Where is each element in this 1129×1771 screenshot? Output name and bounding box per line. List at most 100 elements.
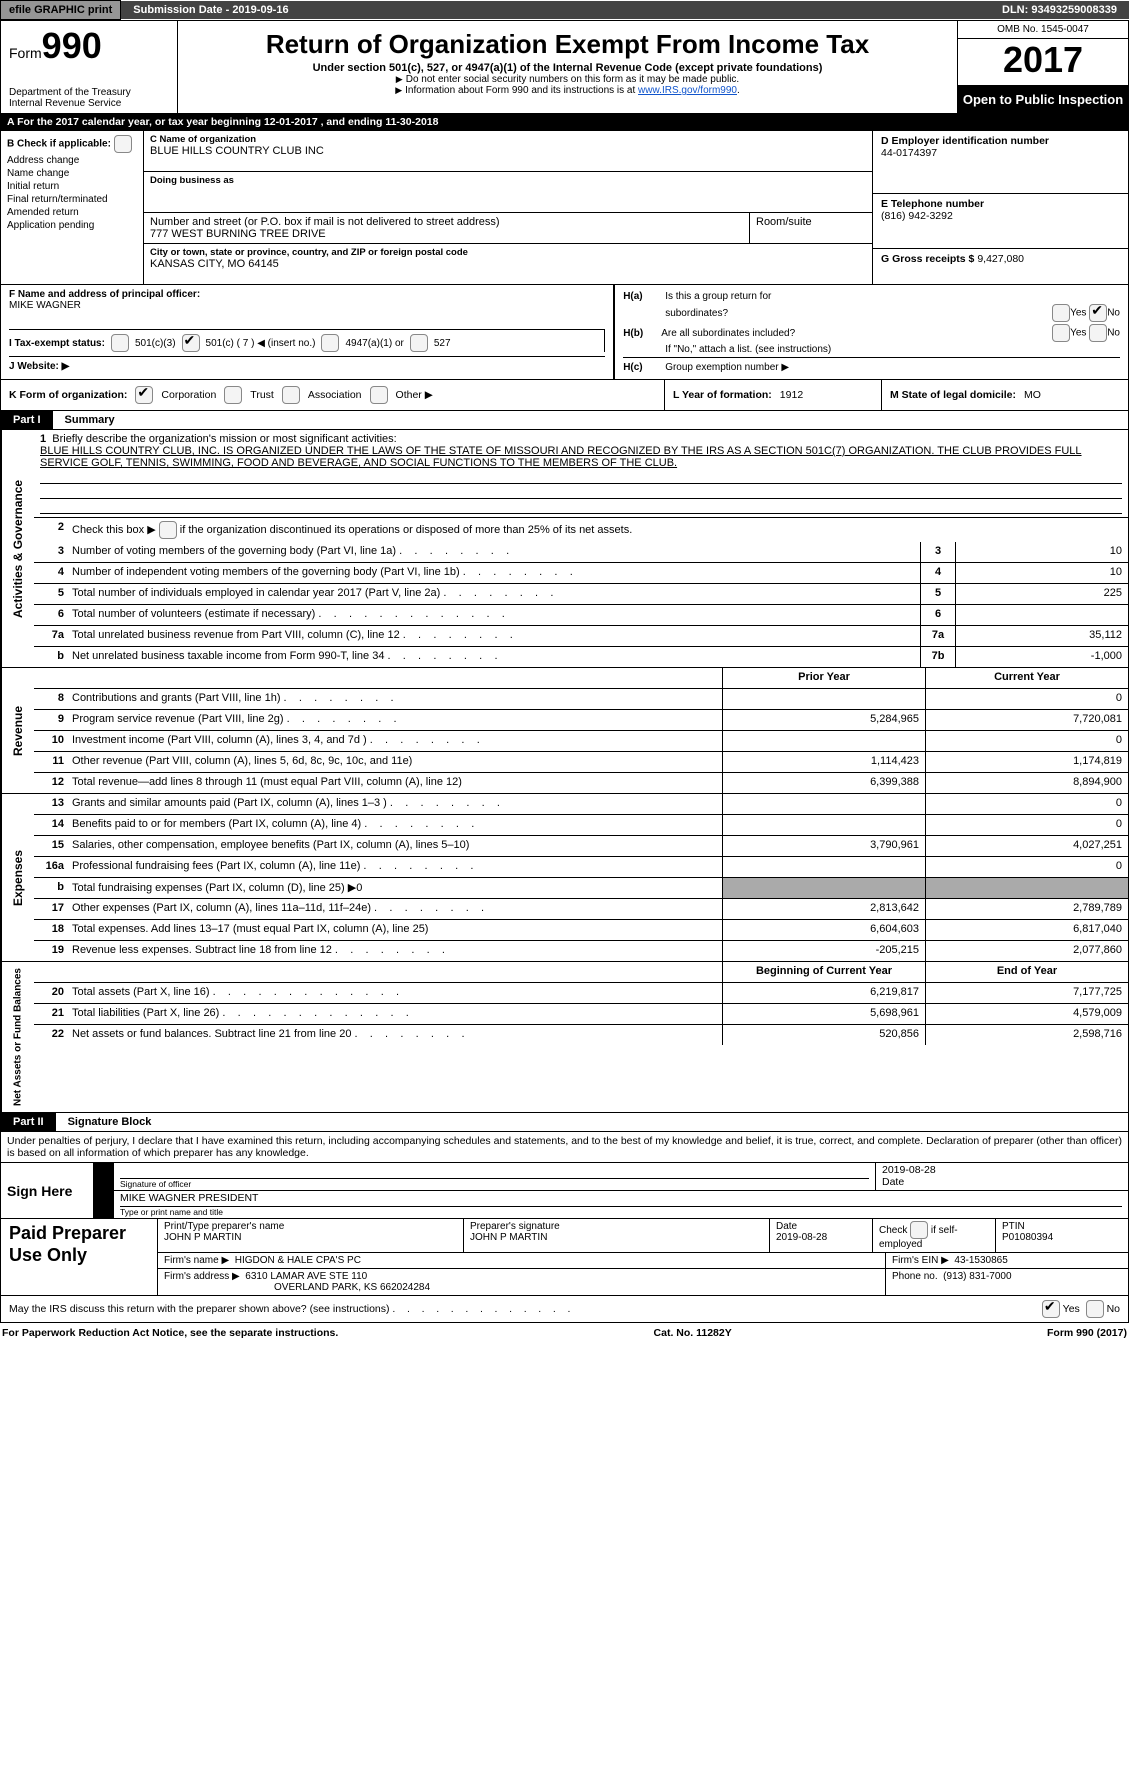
b-amended-return: Amended return bbox=[7, 207, 79, 218]
firm-addr-label: Firm's address ▶ bbox=[164, 1271, 240, 1282]
chk-discontinued[interactable] bbox=[159, 521, 177, 539]
line-17-prior: 2,813,642 bbox=[722, 899, 925, 919]
chk-501c[interactable] bbox=[182, 334, 200, 352]
line-3-val: 10 bbox=[955, 542, 1128, 562]
end-year-hdr: End of Year bbox=[925, 962, 1128, 982]
firm-name-label: Firm's name ▶ bbox=[164, 1255, 229, 1266]
k-form-of-org: K Form of organization: Corporation Trus… bbox=[1, 380, 665, 410]
line-12-cur: 8,894,900 bbox=[925, 773, 1128, 793]
checkbox-applicable[interactable] bbox=[114, 135, 132, 153]
line-7a-val: 35,112 bbox=[955, 626, 1128, 646]
line-5-val: 225 bbox=[955, 584, 1128, 604]
b-name-change: Name change bbox=[7, 168, 69, 179]
line-13-text: Grants and similar amounts paid (Part IX… bbox=[68, 794, 722, 814]
discuss-no[interactable] bbox=[1086, 1300, 1104, 1318]
firm-phone: (913) 831-7000 bbox=[943, 1271, 1011, 1282]
firm-ein: 43-1530865 bbox=[954, 1255, 1007, 1266]
chk-4947[interactable] bbox=[321, 334, 339, 352]
part-2-header: Part II Signature Block bbox=[0, 1113, 1129, 1132]
line-9-prior: 5,284,965 bbox=[722, 710, 925, 730]
chk-other[interactable] bbox=[370, 386, 388, 404]
paid-preparer-label: Paid Preparer Use Only bbox=[1, 1219, 158, 1295]
line-7b-text: Net unrelated business taxable income fr… bbox=[68, 647, 920, 667]
preparer-date: 2019-08-28 bbox=[776, 1232, 866, 1243]
line-9-text: Program service revenue (Part VIII, line… bbox=[68, 710, 722, 730]
footer-paperwork: For Paperwork Reduction Act Notice, see … bbox=[2, 1327, 338, 1339]
b-heading: B Check if applicable: bbox=[7, 135, 137, 153]
line-4-text: Number of independent voting members of … bbox=[68, 563, 920, 583]
line-16a-cur: 0 bbox=[925, 857, 1128, 877]
footer-catno: Cat. No. 11282Y bbox=[654, 1327, 732, 1339]
room-label: Room/suite bbox=[756, 216, 866, 228]
line-15-text: Salaries, other compensation, employee b… bbox=[68, 836, 722, 856]
i-tax-exempt: I Tax-exempt status: 501(c)(3) 501(c) ( … bbox=[9, 329, 605, 352]
hb-note: If "No," attach a list. (see instruction… bbox=[665, 344, 831, 355]
line-10-cur: 0 bbox=[925, 731, 1128, 751]
line-17-cur: 2,789,789 bbox=[925, 899, 1128, 919]
discuss-text: May the IRS discuss this return with the… bbox=[9, 1303, 570, 1315]
submission-date: Submission Date - 2019-09-16 bbox=[121, 1, 990, 19]
preparer-date-label: Date bbox=[776, 1221, 866, 1232]
discuss-yes[interactable] bbox=[1042, 1300, 1060, 1318]
part-1-header: Part I Summary bbox=[0, 411, 1129, 430]
line-12-text: Total revenue—add lines 8 through 11 (mu… bbox=[68, 773, 722, 793]
line-21-text: Total liabilities (Part X, line 26) bbox=[68, 1004, 722, 1024]
preparer-sig-label: Preparer's signature bbox=[470, 1221, 763, 1232]
sig-date-caption: Date bbox=[882, 1176, 1122, 1188]
line-8-cur: 0 bbox=[925, 689, 1128, 709]
e-phone-label: E Telephone number bbox=[881, 198, 1120, 210]
line-20-text: Total assets (Part X, line 16) bbox=[68, 983, 722, 1003]
firm-name: HIGDON & HALE CPA'S PC bbox=[235, 1255, 361, 1266]
ha-no[interactable] bbox=[1089, 304, 1107, 322]
efile-print-button[interactable]: efile GRAPHIC print bbox=[0, 0, 121, 20]
tax-year: 2017 bbox=[958, 39, 1128, 86]
line-13-cur: 0 bbox=[925, 794, 1128, 814]
ptin-value: P01080394 bbox=[1002, 1232, 1122, 1243]
tab-activities-governance: Activities & Governance bbox=[1, 430, 34, 667]
line-14-prior bbox=[722, 815, 925, 835]
ha-yes[interactable] bbox=[1052, 304, 1070, 322]
chk-trust[interactable] bbox=[224, 386, 242, 404]
current-year-hdr: Current Year bbox=[925, 668, 1128, 688]
line-18-prior: 6,604,603 bbox=[722, 920, 925, 940]
line-16a-prior bbox=[722, 857, 925, 877]
line-14-text: Benefits paid to or for members (Part IX… bbox=[68, 815, 722, 835]
prior-year-hdr: Prior Year bbox=[722, 668, 925, 688]
j-website-label: J Website: ▶ bbox=[9, 361, 69, 372]
self-employed-text: Check if self-employed bbox=[879, 1225, 958, 1250]
chk-501c3[interactable] bbox=[111, 334, 129, 352]
sign-here-label: Sign Here bbox=[1, 1163, 94, 1218]
preparer-name-label: Print/Type preparer's name bbox=[164, 1221, 457, 1232]
officer-name-value: MIKE WAGNER PRESIDENT bbox=[120, 1192, 1122, 1207]
officer-sig-caption: Signature of officer bbox=[120, 1179, 869, 1189]
line-11-prior: 1,114,423 bbox=[722, 752, 925, 772]
line-15-prior: 3,790,961 bbox=[722, 836, 925, 856]
hb-yes[interactable] bbox=[1052, 324, 1070, 342]
line-11-cur: 1,174,819 bbox=[925, 752, 1128, 772]
hb-no[interactable] bbox=[1089, 324, 1107, 342]
dln-number: DLN: 93493259008339 bbox=[990, 1, 1129, 19]
m-state-label: M State of legal domicile: bbox=[890, 389, 1016, 401]
arrow-icon bbox=[94, 1191, 114, 1218]
line-17-text: Other expenses (Part IX, column (A), lin… bbox=[68, 899, 722, 919]
ssn-note: Do not enter social security numbers on … bbox=[188, 74, 947, 85]
ptin-label: PTIN bbox=[1002, 1221, 1122, 1232]
row-a-tax-year: A For the 2017 calendar year, or tax yea… bbox=[0, 114, 1129, 131]
chk-corporation[interactable] bbox=[135, 386, 153, 404]
city-label: City or town, state or province, country… bbox=[150, 247, 866, 258]
line-4-val: 10 bbox=[955, 563, 1128, 583]
instructions-note: Information about Form 990 and its instr… bbox=[188, 85, 947, 96]
line-18-cur: 6,817,040 bbox=[925, 920, 1128, 940]
g-gross-value: 9,427,080 bbox=[977, 253, 1024, 265]
chk-self-employed[interactable] bbox=[910, 1221, 928, 1239]
m-state-value: MO bbox=[1024, 389, 1041, 401]
line-19-text: Revenue less expenses. Subtract line 18 … bbox=[68, 941, 722, 961]
f-officer-name: MIKE WAGNER bbox=[9, 300, 81, 311]
irs-link[interactable]: www.IRS.gov/form990 bbox=[638, 85, 737, 96]
chk-association[interactable] bbox=[282, 386, 300, 404]
dba-label: Doing business as bbox=[150, 175, 866, 186]
line-8-text: Contributions and grants (Part VIII, lin… bbox=[68, 689, 722, 709]
l-year-label: L Year of formation: bbox=[673, 389, 772, 401]
chk-527[interactable] bbox=[410, 334, 428, 352]
b-initial-return: Initial return bbox=[7, 181, 59, 192]
